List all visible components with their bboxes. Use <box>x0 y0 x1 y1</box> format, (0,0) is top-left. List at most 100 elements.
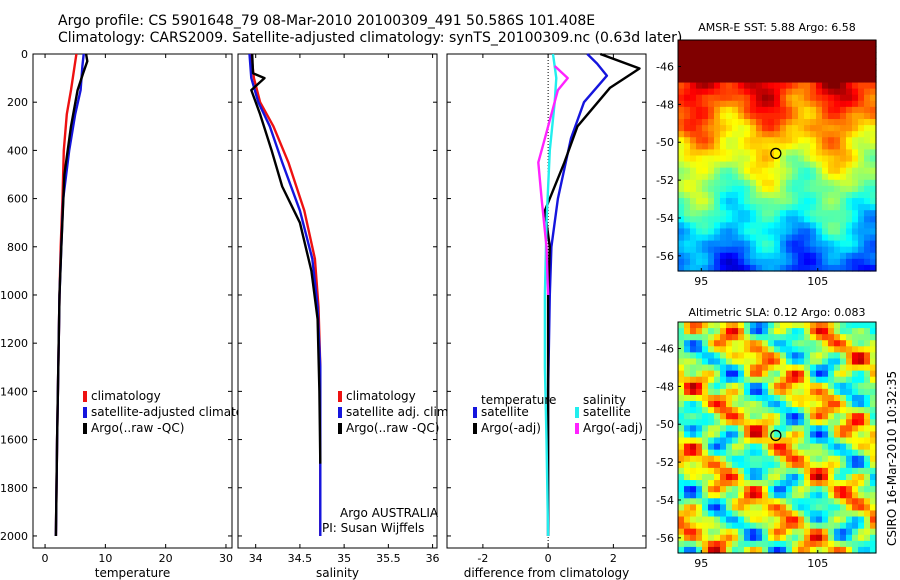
sla_map-cell <box>822 522 829 530</box>
sla_map-cell <box>708 425 715 433</box>
sst_map-cell <box>732 167 739 175</box>
sla_map-cell <box>690 516 697 524</box>
sst_map-cell <box>780 191 787 199</box>
sst_map-cell <box>792 58 799 65</box>
sla_map-cell <box>678 370 685 378</box>
sst_map-cell <box>810 94 817 102</box>
sla_map-cell <box>732 394 739 402</box>
sla_map-cell <box>744 322 751 329</box>
sla_map-cell <box>756 546 763 554</box>
sla_map-cell <box>828 419 835 426</box>
sla_map-cell <box>744 407 751 414</box>
sst_map-cell <box>804 204 811 211</box>
sla_map-cell <box>780 510 787 518</box>
sst_map-cell <box>810 100 817 108</box>
sst_map-cell <box>762 191 769 199</box>
sst_map-cell <box>684 167 691 175</box>
sla_map-cell <box>816 413 823 420</box>
sst_map-cell <box>702 198 709 205</box>
sla_map-cell <box>732 504 739 512</box>
sst_map-cell <box>780 58 787 65</box>
sla_map-cell <box>816 407 823 414</box>
sla_map-cell <box>834 394 841 402</box>
sla_map-cell <box>762 413 769 420</box>
sst_map-cell <box>762 82 769 90</box>
sst_map-cell <box>816 88 823 96</box>
sst_map-cell <box>846 88 853 96</box>
sla_map-cell <box>786 473 793 481</box>
sla_map-cell <box>726 449 733 457</box>
sst_map-cell <box>828 64 835 71</box>
sst_map-cell <box>870 161 877 169</box>
sla_map-cell <box>720 401 727 408</box>
sst_map-cell <box>858 198 865 205</box>
sst_map-cell <box>840 46 847 53</box>
sla_map-cell <box>756 328 763 335</box>
sst_map-cell <box>822 94 829 102</box>
sst_map-cell <box>762 100 769 108</box>
sst_map-cell <box>762 119 769 126</box>
sst_map-cell <box>756 58 763 65</box>
sst_map-cell <box>696 70 703 78</box>
sla_map-cell <box>780 394 787 402</box>
sla_map-cell <box>756 340 763 347</box>
sst_map-cell <box>780 246 787 254</box>
sst_map-cell <box>840 70 847 78</box>
sst_map-cell <box>840 94 847 102</box>
sst_map-cell <box>804 246 811 254</box>
sst_map-cell <box>726 58 733 65</box>
sla_map-cell <box>852 376 859 384</box>
sst_map-cell <box>864 119 871 126</box>
sst_map-cell <box>738 167 745 175</box>
sla_map-cell <box>792 534 799 542</box>
sst_map-cell <box>756 252 763 260</box>
sla_map-cell <box>792 486 799 493</box>
sst_map-cell <box>792 100 799 108</box>
salinity-legend-label: Argo(..raw -QC) <box>346 421 439 435</box>
sst_map-cell <box>678 58 685 65</box>
sst_map-cell <box>744 46 751 53</box>
sst_map-cell <box>810 185 817 193</box>
sla_map-cell <box>810 419 817 426</box>
sst_map-cell <box>732 155 739 163</box>
sst_map-cell <box>732 137 739 144</box>
sst_map-cell <box>744 179 751 187</box>
sst_map-cell <box>714 149 721 157</box>
sst_map-cell <box>786 228 793 236</box>
sla_map-cell <box>792 455 799 463</box>
sla_map-cell <box>684 455 691 463</box>
sst_map-cell <box>864 240 871 248</box>
sla_map-cell <box>750 522 757 530</box>
sla_map-cell <box>744 401 751 408</box>
sst_map-cell <box>798 46 805 53</box>
sla_map-cell <box>792 334 799 341</box>
sst_map-cell <box>840 82 847 90</box>
sst_map-cell <box>726 137 733 144</box>
sst_map-cell <box>696 88 703 96</box>
sst_map-cell <box>726 88 733 96</box>
sla_map-cell <box>720 546 727 554</box>
sla_map-cell <box>774 455 781 463</box>
sla_map-cell <box>762 534 769 542</box>
sst_map-cell <box>708 191 715 199</box>
sla_map-cell <box>864 346 871 353</box>
sla_map-cell <box>786 407 793 414</box>
sla_map-cell <box>798 382 805 390</box>
sst_map-cell <box>822 264 829 272</box>
sst_map-cell <box>762 52 769 59</box>
sla_map-cell <box>774 352 781 360</box>
sla_map-cell <box>744 467 751 475</box>
sla_map-cell <box>792 510 799 518</box>
sla_map-cell <box>834 401 841 408</box>
sst_map-cell <box>714 40 721 47</box>
sst_map-cell <box>834 131 841 138</box>
sla_map-cell <box>870 498 877 505</box>
sla_map-cell <box>822 419 829 426</box>
sla_map-cell <box>858 401 865 408</box>
sst_map-cell <box>810 155 817 163</box>
sst_map-cell <box>816 100 823 108</box>
sst_map-cell <box>756 222 763 230</box>
sst_map-cell <box>822 149 829 157</box>
sla_map-cell <box>768 437 775 445</box>
